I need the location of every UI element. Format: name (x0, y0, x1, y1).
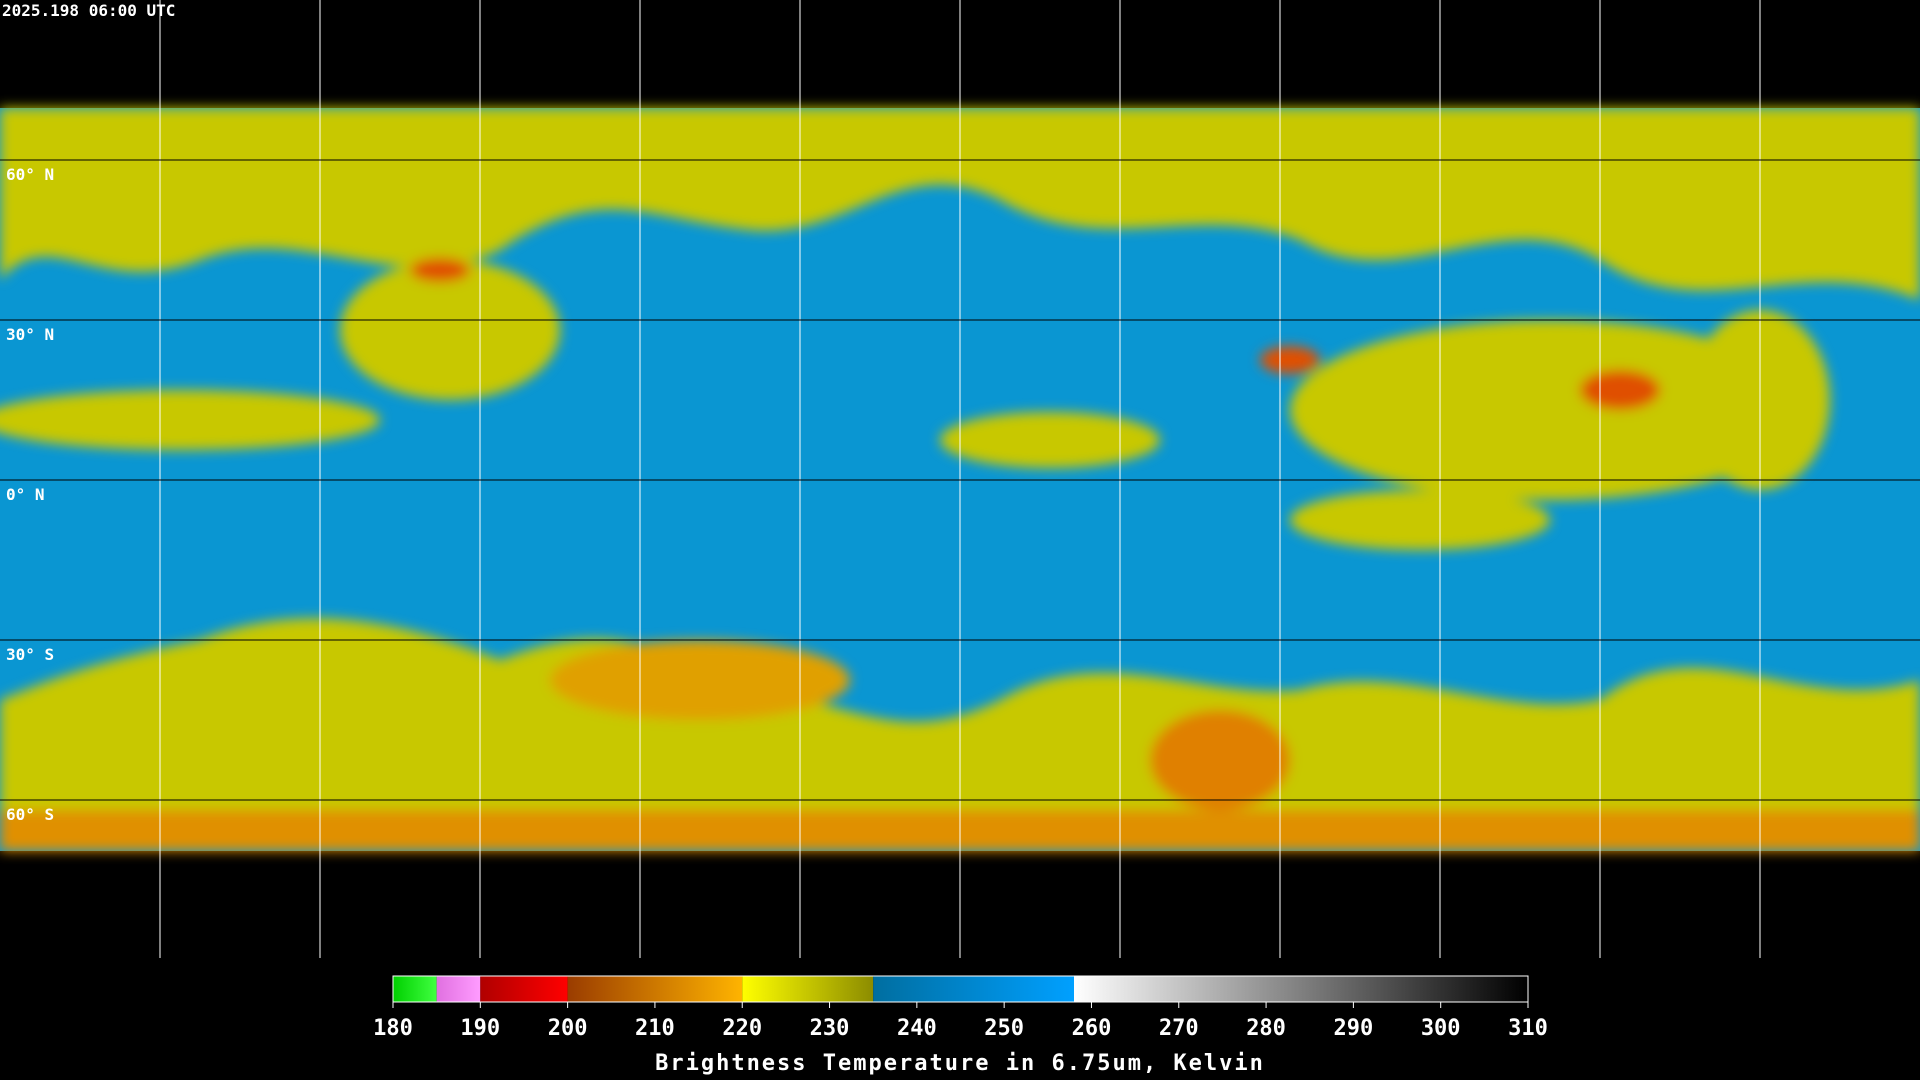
colorbar-segment (393, 976, 437, 1002)
latitude-label: 60° N (6, 165, 54, 184)
colorbar: 180 190 200 210 220 230 240 250 260 270 280 290 300 3… (373, 975, 1548, 1041)
colorbar-tick-label: 230 (810, 1016, 850, 1041)
colorbar-tick-label: 280 (1246, 1016, 1286, 1041)
colorbar-segment (436, 976, 481, 1002)
colorbar-segment (480, 976, 568, 1002)
colorbar-segment (567, 976, 743, 1002)
colorbar-tick-label: 270 (1159, 1016, 1199, 1041)
graticule (0, 0, 1920, 958)
itcz-cloud (340, 260, 560, 400)
monsoon-cloud (1290, 320, 1810, 500)
latitude-label: 30° S (6, 645, 54, 664)
colorbar-segment (873, 976, 1074, 1002)
itcz-cloud (1290, 490, 1550, 550)
colorbar-tick-label: 190 (460, 1016, 500, 1041)
colorbar-segment (1074, 976, 1528, 1002)
itcz-cloud (0, 390, 380, 450)
map: 60° N 30° N 0° N 30° S 60° S 2025.198 06:00 … (0, 0, 1920, 958)
colorbar-tick-label: 250 (984, 1016, 1024, 1041)
colorbar-tick-label: 310 (1508, 1016, 1548, 1041)
latitude-labels: 60° N 30° N 0° N 30° S 60° S (6, 165, 54, 824)
colorbar-frame (392, 975, 1529, 1003)
colorbar-tick-label: 300 (1421, 1016, 1461, 1041)
colorbar-tick-label: 290 (1334, 1016, 1374, 1041)
colorbar-tick-label: 240 (897, 1016, 937, 1041)
colorbar-tick-label: 210 (635, 1016, 675, 1041)
colorbar-tick-label: 220 (722, 1016, 762, 1041)
colorbar-label: Brightness Temperature in 6.75um, Kelvin (655, 1051, 1265, 1076)
colorbar-segment (742, 976, 874, 1002)
colorbar-tick-label: 200 (548, 1016, 588, 1041)
colorbar-tick-label: 180 (373, 1016, 413, 1041)
latitude-label: 0° N (6, 485, 45, 504)
latitude-label: 60° S (6, 805, 54, 824)
front-cloud (1150, 710, 1290, 810)
convective-core (410, 258, 470, 282)
colorbar-tick-label: 260 (1072, 1016, 1112, 1041)
latitude-label: 30° N (6, 325, 54, 344)
convective-core (1260, 346, 1320, 374)
front-cloud (550, 640, 850, 720)
convective-core (1580, 370, 1660, 410)
itcz-cloud (940, 412, 1160, 468)
timestamp: 2025.198 06:00 UTC (2, 1, 175, 20)
